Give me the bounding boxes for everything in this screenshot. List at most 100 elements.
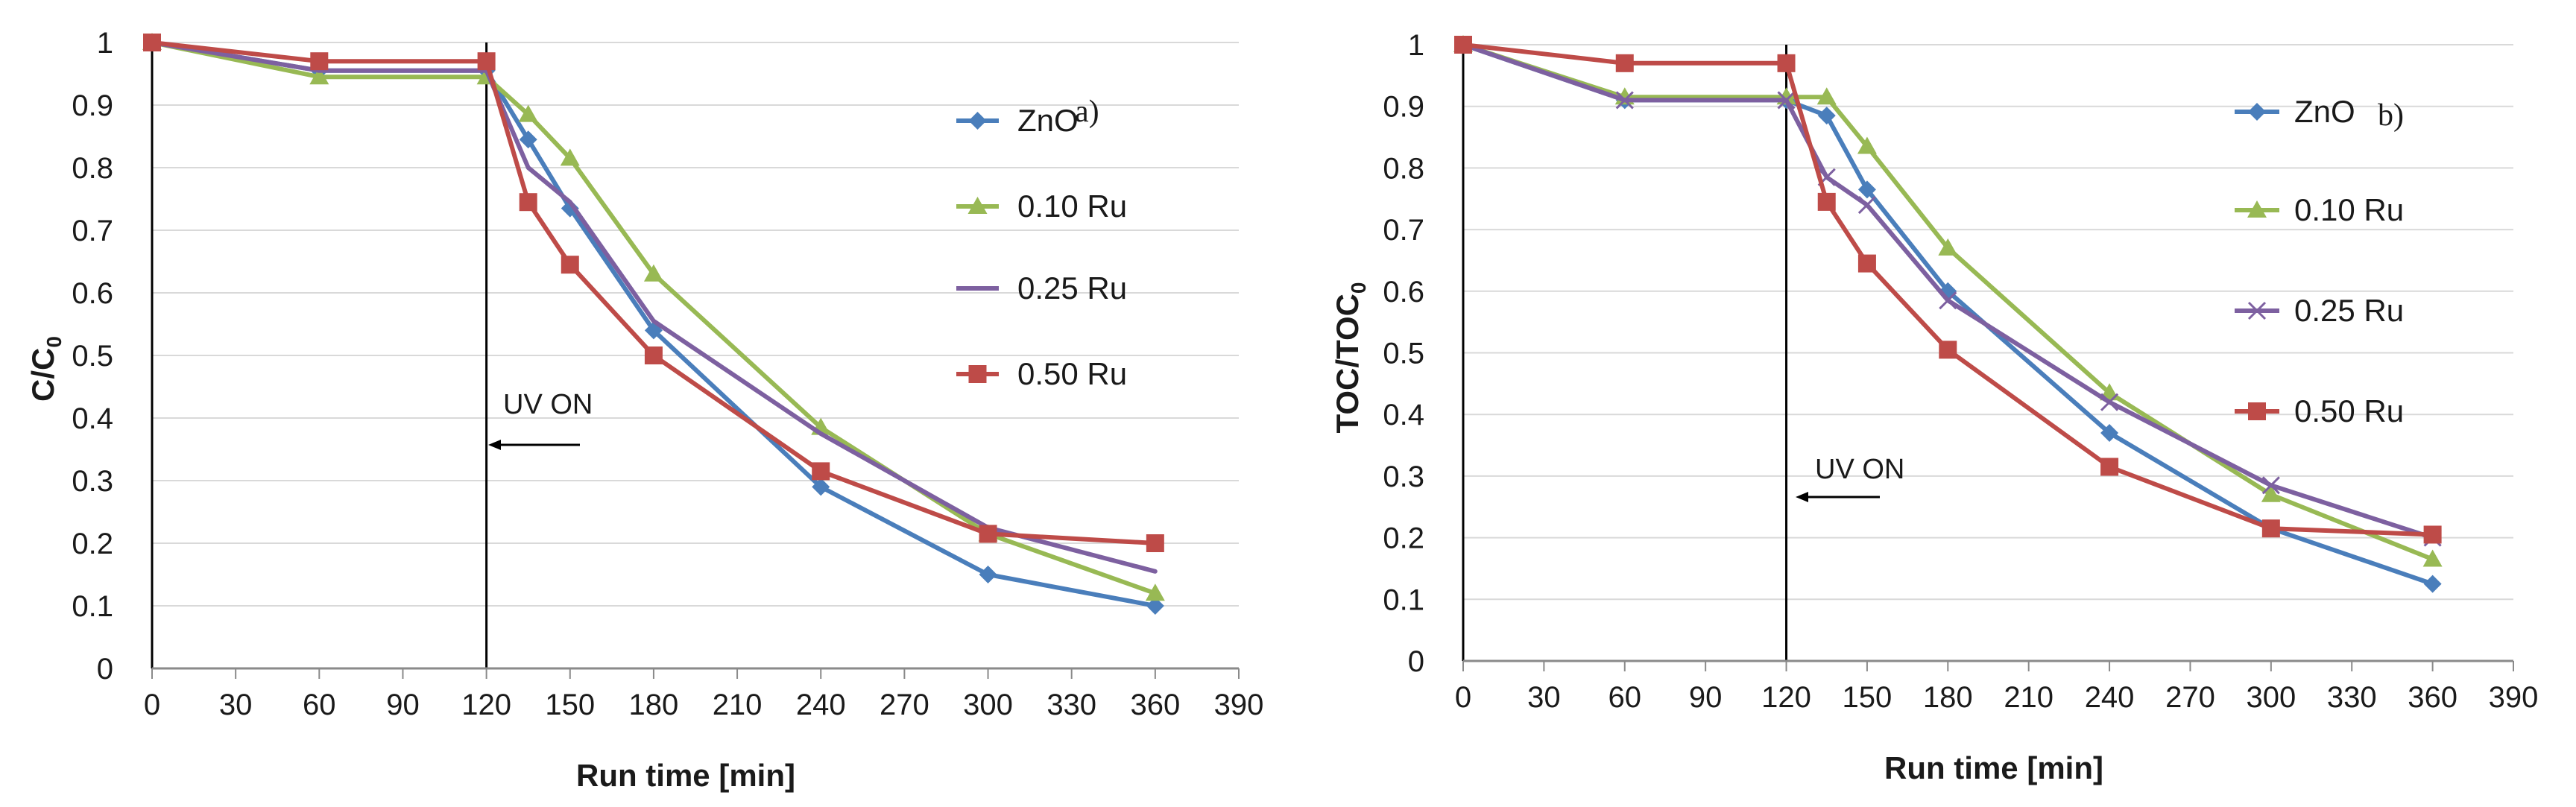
data-point-0-25-ru-150 (1857, 195, 1876, 215)
legend-label: 0.50 Ru (2294, 393, 2404, 428)
data-point-zno-150 (1857, 180, 1876, 199)
data-point-0-50-ru-150 (561, 256, 579, 274)
y-tick-label-0-7: 0.7 (1383, 214, 1424, 247)
data-point-0-10-ru-180 (643, 264, 663, 282)
series-0-10-ru (1453, 35, 2443, 567)
data-point-zno-360 (1146, 597, 1164, 615)
legend-label: 0.50 Ru (1017, 356, 1127, 391)
data-point-zno-240 (2100, 424, 2119, 443)
axes (1462, 45, 2514, 671)
y-tick-label-0: 0 (1408, 645, 1424, 678)
uv-on-arrowhead (1796, 492, 1808, 502)
series-0-25-ru (150, 40, 1158, 574)
axes (151, 42, 1240, 679)
y-tick-label-0-4: 0.4 (72, 402, 113, 435)
x-tick-label-270: 270 (880, 689, 929, 721)
data-point-0-10-ru-180 (1938, 238, 1958, 256)
legend-swatch-marker (2247, 200, 2267, 218)
panel-label-a: a) (1075, 95, 1099, 129)
data-point-0-50-ru-120 (477, 52, 496, 71)
data-point-0-10-ru-135 (1816, 87, 1837, 105)
y-tick-label-0-2: 0.2 (1383, 522, 1424, 555)
data-point-0-25-ru-300 (2261, 476, 2280, 495)
x-tick-label-300: 300 (2246, 681, 2296, 714)
legend-entry-0-50-ru: 0.50 Ru (956, 356, 1127, 391)
x-tick-label-120: 120 (1761, 681, 1811, 714)
legend-swatch-marker (2247, 301, 2267, 320)
data-point-0-10-ru-300 (2261, 484, 2281, 502)
legend-entry-zno: ZnO (956, 103, 1079, 138)
y-tick-label-0-8: 0.8 (1383, 152, 1424, 185)
x-tick-label-330: 330 (1046, 689, 1096, 721)
y-tick-label-0-2: 0.2 (72, 528, 113, 560)
x-tick-label-120: 120 (461, 689, 511, 721)
legend-swatch-marker (968, 112, 987, 130)
data-point-0-50-ru-360 (1146, 534, 1164, 552)
y-tick-label-1: 1 (97, 27, 113, 60)
chart-panel-a: 0 0.1 0.2 0.3 0.4 0.5 0.6 0.7 0.8 0.9 1 0 30 60 90 120 1… (25, 27, 1263, 793)
data-point-0-25-ru-150-stroke-2 (1857, 195, 1876, 215)
x-tick-label-180: 180 (1923, 681, 1973, 714)
grid-lines (1463, 44, 2513, 601)
y-axis-title-subscript: 0 (1347, 282, 1370, 294)
data-point-0-25-ru-180-stroke-2 (1939, 291, 1957, 310)
x-tick-label-210: 210 (713, 689, 763, 721)
y-axis-title: C/C0 (25, 336, 66, 402)
uv-on-annotation: UV ON (488, 389, 593, 450)
series-group (142, 33, 1165, 615)
x-tick-label-360: 360 (1130, 689, 1180, 721)
y-tick-label-0-4: 0.4 (1383, 399, 1424, 431)
x-tick-label-60: 60 (1609, 681, 1642, 714)
data-point-0-50-ru-135 (1817, 192, 1836, 211)
data-point-0-25-ru-120-stroke-2 (1777, 91, 1796, 110)
legend-swatch-marker (968, 365, 987, 383)
data-point-0-10-ru-360 (1145, 583, 1165, 601)
data-point-0-25-ru-240 (2100, 393, 2119, 411)
x-tick-label-210: 210 (2004, 681, 2053, 714)
legend-swatch-marker-stroke-2 (2247, 301, 2267, 320)
legend-label: ZnO (2294, 94, 2355, 129)
data-point-0-25-ru-120 (1777, 91, 1796, 110)
uv-on-arrowhead (488, 440, 501, 450)
x-tick-label-150: 150 (1843, 681, 1892, 714)
x-tick-label-180: 180 (629, 689, 679, 721)
legend: ZnO 0.10 Ru 0.25 Ru 0.50 Ru (2235, 94, 2404, 428)
data-point-0-10-ru-150 (1857, 136, 1877, 154)
y-tick-label-0-3: 0.3 (72, 465, 113, 498)
series-0-50-ru (1454, 36, 2442, 544)
tick-labels: 0 0.1 0.2 0.3 0.4 0.5 0.6 0.7 0.8 0.9 1 0 30 60 90 120 1… (72, 27, 1263, 721)
data-point-0-50-ru-150 (1857, 254, 1876, 273)
series-group (1453, 35, 2443, 593)
x-axis-title: Run time [min] (576, 758, 795, 793)
data-point-0-10-ru-135 (518, 104, 538, 122)
data-point-0-50-ru-120 (1777, 54, 1796, 72)
legend-swatch-marker (2248, 402, 2266, 420)
legend-entry-0-25-ru: 0.25 Ru (2235, 293, 2404, 328)
y-tick-label-0-8: 0.8 (72, 152, 113, 185)
data-point-0-50-ru-300 (2261, 519, 2280, 538)
x-tick-label-0: 0 (144, 689, 160, 721)
y-tick-label-0-9: 0.9 (72, 89, 113, 122)
data-point-0-10-ru-60 (309, 67, 329, 85)
legend-entry-0-10-ru: 0.10 Ru (956, 189, 1127, 224)
x-tick-label-30: 30 (1527, 681, 1561, 714)
y-tick-label-1: 1 (1408, 29, 1424, 62)
legend-swatch-marker (2248, 103, 2266, 121)
y-tick-label-0-5: 0.5 (72, 340, 113, 373)
y-tick-label-0-7: 0.7 (72, 215, 113, 247)
x-tick-label-240: 240 (796, 689, 846, 721)
y-axis-title-main: TOC/TOC (1330, 294, 1365, 433)
data-point-0-25-ru-240-stroke-2 (2100, 393, 2119, 411)
data-point-zno-135 (1817, 107, 1836, 125)
data-point-0-10-ru-360 (2422, 549, 2443, 567)
data-point-0-50-ru-240 (2100, 458, 2119, 476)
x-tick-label-90: 90 (386, 689, 420, 721)
x-tick-label-330: 330 (2327, 681, 2377, 714)
legend-entry-0-50-ru: 0.50 Ru (2235, 393, 2404, 428)
data-point-0-50-ru-180 (644, 346, 663, 364)
legend-entry-0-25-ru: 0.25 Ru (956, 270, 1127, 306)
x-tick-label-90: 90 (1689, 681, 1723, 714)
series-0-50-ru (143, 34, 1164, 552)
x-tick-label-360: 360 (2408, 681, 2457, 714)
